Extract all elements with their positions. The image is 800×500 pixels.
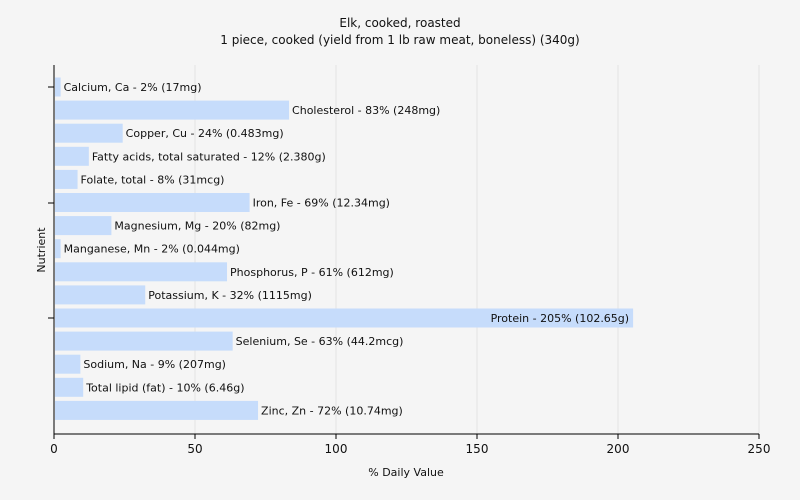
bar-label: Magnesium, Mg - 20% (82mg) <box>114 220 280 233</box>
bar-label: Selenium, Se - 63% (44.2mcg) <box>236 335 404 348</box>
bar <box>55 146 89 166</box>
bar-label: Sodium, Na - 9% (207mg) <box>83 358 226 371</box>
x-tick-label: 250 <box>748 442 771 456</box>
x-tick-label: 200 <box>607 442 630 456</box>
chart-title: Elk, cooked, roasted <box>339 16 460 30</box>
bar <box>55 262 228 282</box>
axes: 0 50 100 150 200 250 <box>48 65 770 456</box>
x-tick-label: 50 <box>187 442 202 456</box>
bar <box>55 308 634 328</box>
bar <box>55 400 259 420</box>
x-tick-label: 100 <box>325 442 348 456</box>
bar-label: Protein - 205% (102.65g) <box>491 312 630 325</box>
bar <box>55 169 78 189</box>
chart-subtitle: 1 piece, cooked (yield from 1 lb raw mea… <box>220 33 579 47</box>
bar <box>55 331 233 351</box>
bar <box>55 285 146 305</box>
x-tick-label: 150 <box>466 442 489 456</box>
bar <box>55 377 84 397</box>
bar-label: Cholesterol - 83% (248mg) <box>292 104 440 117</box>
bar-label: Total lipid (fat) - 10% (6.46g) <box>85 381 244 394</box>
gridlines <box>194 65 760 434</box>
bar <box>55 193 250 212</box>
bar-label: Calcium, Ca - 2% (17mg) <box>64 81 202 94</box>
x-axis-label: % Daily Value <box>368 466 444 479</box>
bar-label: Folate, total - 8% (31mcg) <box>81 173 225 186</box>
x-tick-label: 0 <box>50 442 58 456</box>
bar <box>55 354 81 374</box>
bar-label: Potassium, K - 32% (1115mg) <box>148 289 312 302</box>
bars: Calcium, Ca - 2% (17mg) Cholesterol - 83%… <box>55 77 634 420</box>
bar-label: Fatty acids, total saturated - 12% (2.38… <box>92 150 326 163</box>
bar-label: Phosphorus, P - 61% (612mg) <box>230 266 394 279</box>
y-axis-label: Nutrient <box>35 227 48 273</box>
bar <box>55 100 290 120</box>
bar <box>55 216 112 236</box>
bar <box>55 77 61 97</box>
bar-label: Manganese, Mn - 2% (0.044mg) <box>64 243 240 256</box>
bar-label: Zinc, Zn - 72% (10.74mg) <box>261 404 403 417</box>
bar-label: Iron, Fe - 69% (12.34mg) <box>253 197 390 210</box>
bar-label: Copper, Cu - 24% (0.483mg) <box>126 127 284 140</box>
bar <box>55 123 123 143</box>
bar <box>55 239 61 259</box>
